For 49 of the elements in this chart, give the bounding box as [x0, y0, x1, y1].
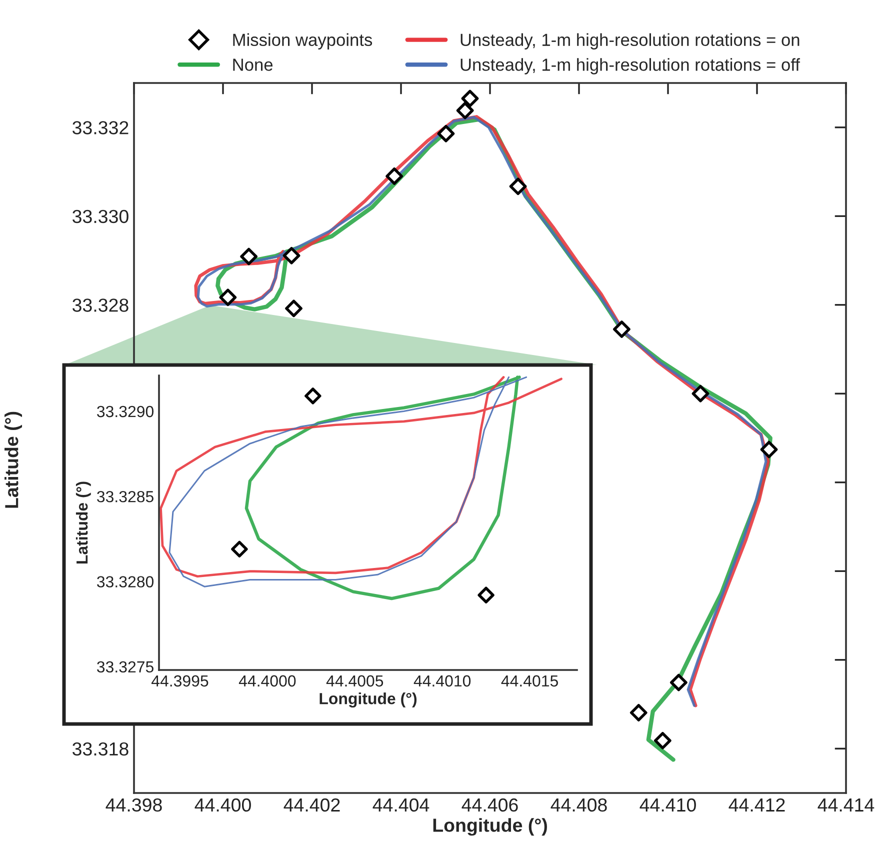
point — [670, 674, 688, 692]
x-tick-label: 44.406 — [462, 798, 518, 812]
point — [304, 388, 322, 404]
point — [692, 384, 710, 402]
point — [630, 704, 648, 722]
x-tick-label: 44.398 — [106, 798, 162, 812]
y-tick-label: 33.328 — [72, 298, 128, 312]
x-axis-title: Longitude (°) — [320, 692, 417, 708]
point — [240, 248, 258, 266]
x-tick-label: 44.408 — [550, 798, 607, 812]
x-tick-label: 44.402 — [284, 798, 340, 812]
point — [456, 102, 474, 120]
point — [509, 178, 527, 196]
y-axis-title: Latitude (°) — [76, 482, 91, 564]
x-tick-label: 44.412 — [728, 798, 785, 812]
x-tick-label: 44.4000 — [238, 675, 296, 687]
legend-label: Unsteady, 1-m high-resolution rotations = off — [460, 58, 800, 74]
x-tick-label: 44.3995 — [151, 675, 208, 687]
x-tick-label: 44.414 — [818, 798, 874, 812]
point — [231, 540, 248, 558]
point — [760, 440, 778, 458]
x-tick-label: 44.4015 — [501, 675, 558, 687]
point — [654, 732, 672, 750]
x-tick-label: 44.400 — [194, 798, 251, 812]
x-axis-title: Longitude (°) — [433, 818, 547, 836]
x-tick-label: 44.404 — [372, 798, 430, 812]
point — [478, 586, 494, 604]
line-series — [244, 376, 521, 600]
y-axis-title: Latitude (°) — [4, 412, 22, 508]
point — [219, 288, 237, 306]
x-tick-label: 44.4010 — [414, 675, 471, 687]
point — [437, 124, 455, 142]
y-tick-label: 33.330 — [72, 210, 128, 224]
y-tick-label: 33.3280 — [97, 576, 154, 588]
legend-label: Mission waypoints — [233, 33, 372, 50]
legend-label: None — [233, 58, 273, 71]
point — [613, 320, 630, 338]
x-tick-label: 44.410 — [640, 798, 696, 812]
y-tick-label: 33.3290 — [97, 406, 154, 418]
y-tick-label: 33.332 — [72, 121, 128, 134]
point — [461, 90, 479, 108]
point — [285, 300, 302, 318]
x-tick-label: 44.4005 — [326, 675, 384, 687]
point — [282, 246, 300, 264]
y-tick-label: 33.3285 — [97, 491, 154, 502]
point — [386, 168, 403, 185]
y-tick-label: 33.3275 — [97, 661, 154, 673]
legend-label: Unsteady, 1-m high-resolution rotations = on — [460, 33, 800, 50]
y-tick-label: 33.318 — [72, 742, 128, 756]
